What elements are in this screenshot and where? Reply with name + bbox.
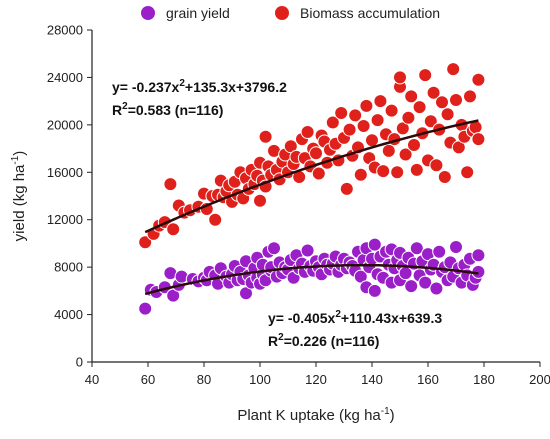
series-1-fit-curve bbox=[144, 119, 479, 234]
data-point bbox=[409, 162, 424, 177]
data-point bbox=[384, 103, 399, 118]
y-tick-label: 24000 bbox=[47, 70, 83, 85]
series-1-points bbox=[138, 62, 486, 250]
data-point bbox=[423, 114, 438, 129]
data-point bbox=[418, 68, 433, 83]
data-point bbox=[253, 193, 267, 208]
data-point bbox=[435, 95, 449, 110]
data-point bbox=[471, 72, 486, 87]
data-point bbox=[404, 89, 419, 104]
grain-equation-line: y= -0.405x2+110.43x+639.3 bbox=[268, 309, 442, 326]
data-point bbox=[370, 113, 385, 128]
data-point bbox=[334, 106, 349, 120]
x-ticks: 40 60 80 100 120 140 160 180 200 bbox=[85, 362, 550, 387]
plot-area: 40 60 80 100 120 140 160 180 200 0 4000 8000 12000 1… bbox=[47, 23, 550, 388]
data-point bbox=[437, 170, 452, 184]
data-point bbox=[367, 283, 382, 298]
biomass-r2-line: R2=0.583 (n=116) bbox=[112, 101, 223, 118]
data-point bbox=[471, 248, 486, 263]
data-point bbox=[401, 110, 416, 125]
legend-marker-biomass bbox=[275, 6, 289, 20]
x-tick-label: 140 bbox=[361, 372, 383, 387]
data-point bbox=[426, 85, 441, 100]
data-point bbox=[356, 119, 371, 133]
data-point bbox=[166, 222, 181, 237]
series-0-points bbox=[138, 237, 486, 316]
x-axis-title: Plant K uptake (kg ha-1) bbox=[237, 406, 394, 424]
data-point bbox=[267, 241, 281, 256]
grain-equation: y= -0.405x2+110.43x+639.3 R2=0.226 (n=11… bbox=[268, 309, 442, 349]
y-tick-label: 28000 bbox=[47, 23, 83, 38]
data-point bbox=[309, 146, 323, 161]
grain-r2-line: R2=0.226 (n=116) bbox=[268, 332, 379, 349]
y-tick-label: 8000 bbox=[54, 260, 83, 275]
data-point bbox=[429, 281, 444, 296]
data-point bbox=[359, 98, 374, 113]
legend-label-grain-yield: grain yield bbox=[166, 5, 230, 21]
x-tick-label: 40 bbox=[85, 372, 99, 387]
biomass-equation: y= -0.237x2+135.3x+3796.2 R2=0.583 (n=11… bbox=[112, 78, 287, 118]
data-point bbox=[432, 244, 447, 259]
data-point bbox=[381, 143, 396, 158]
data-point bbox=[429, 158, 444, 173]
data-point bbox=[367, 237, 382, 252]
data-point bbox=[138, 301, 153, 316]
x-tick-label: 160 bbox=[417, 372, 439, 387]
legend-label-biomass: Biomass accumulation bbox=[300, 5, 440, 21]
data-point bbox=[208, 212, 223, 227]
data-point bbox=[258, 129, 273, 144]
data-point bbox=[353, 167, 368, 182]
y-tick-label: 20000 bbox=[47, 117, 83, 132]
data-point bbox=[138, 235, 153, 250]
data-point bbox=[395, 121, 410, 136]
legend-marker-grain-yield bbox=[141, 6, 155, 20]
data-point bbox=[412, 100, 427, 115]
data-point bbox=[449, 93, 463, 107]
y-tick-label: 16000 bbox=[47, 165, 83, 180]
y-axis-title: yield (kg ha-1) bbox=[10, 151, 28, 242]
data-point bbox=[451, 140, 466, 155]
data-point bbox=[460, 165, 475, 180]
fit-layer bbox=[144, 119, 479, 296]
data-point bbox=[398, 147, 413, 162]
data-point bbox=[283, 139, 298, 154]
data-point bbox=[163, 177, 178, 192]
x-tick-label: 120 bbox=[305, 372, 327, 387]
data-point bbox=[463, 89, 477, 104]
data-point bbox=[300, 243, 315, 258]
x-tick-label: 180 bbox=[473, 372, 495, 387]
data-point bbox=[471, 132, 486, 147]
data-point bbox=[342, 122, 357, 137]
data-point bbox=[404, 279, 419, 294]
data-point bbox=[393, 70, 407, 85]
data-point bbox=[166, 288, 181, 303]
data-point bbox=[440, 107, 455, 122]
data-point bbox=[409, 241, 424, 256]
data-point bbox=[373, 94, 388, 109]
x-tick-label: 200 bbox=[529, 372, 550, 387]
data-point bbox=[325, 115, 340, 130]
biomass-equation-line: y= -0.237x2+135.3x+3796.2 bbox=[112, 78, 287, 95]
x-tick-label: 80 bbox=[197, 372, 211, 387]
data-point bbox=[446, 62, 461, 77]
data-point bbox=[376, 164, 391, 179]
data-point bbox=[407, 138, 421, 152]
data-point bbox=[418, 275, 433, 290]
series-0-fit-curve bbox=[144, 263, 479, 296]
y-tick-label: 4000 bbox=[54, 307, 83, 322]
data-point bbox=[339, 181, 354, 196]
x-tick-label: 100 bbox=[249, 372, 271, 387]
points-layer bbox=[138, 62, 486, 316]
legend: grain yield Biomass accumulation bbox=[141, 5, 440, 21]
y-tick-label: 0 bbox=[76, 355, 83, 370]
data-point bbox=[390, 165, 405, 180]
y-ticks: 0 4000 8000 12000 16000 20000 24000 28000 bbox=[47, 23, 92, 370]
data-point bbox=[348, 108, 363, 123]
data-point bbox=[449, 240, 463, 254]
y-tick-label: 12000 bbox=[47, 212, 83, 227]
data-point bbox=[311, 166, 326, 181]
data-point bbox=[300, 125, 315, 139]
x-tick-label: 60 bbox=[141, 372, 155, 387]
